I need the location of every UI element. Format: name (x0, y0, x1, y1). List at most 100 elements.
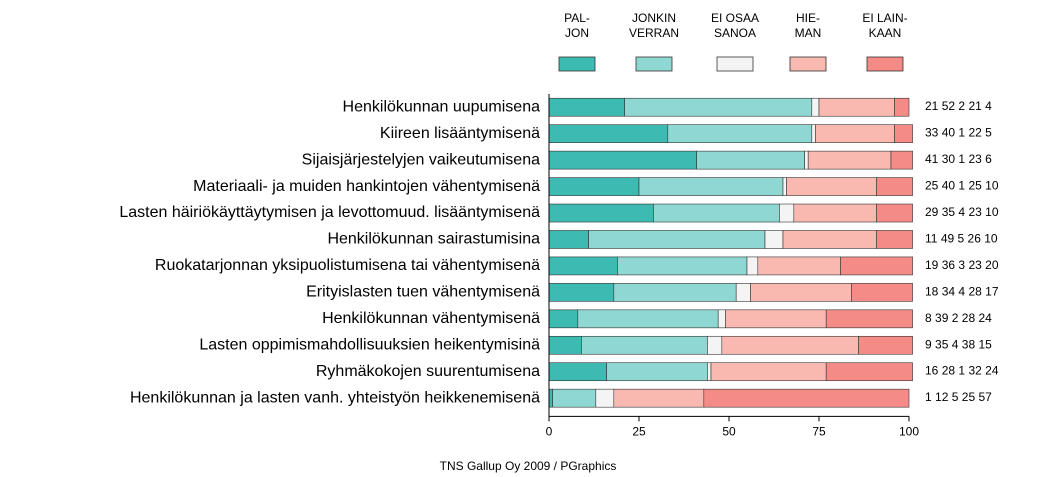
bar-segment (548, 256, 618, 276)
value-label: 25 (962, 390, 976, 404)
bar-segment (894, 124, 913, 143)
bar-segment (548, 150, 697, 170)
value-label: 30 (942, 152, 956, 166)
value-label: 40 (942, 126, 956, 140)
value-label: 1 (958, 126, 965, 140)
value-label: 5 (958, 232, 965, 246)
value-label: 19 (925, 258, 939, 272)
bar-segment (548, 124, 669, 143)
value-labels: 29 35 4 23 10 (925, 205, 999, 219)
value-label: 34 (942, 285, 956, 299)
value-label: 39 (935, 311, 949, 325)
bar-segment (876, 177, 913, 196)
category-label: Henkilökunnan uupumisena (343, 98, 541, 115)
bar-segment (721, 335, 859, 355)
value-label: 21 (968, 99, 982, 113)
value-label: 18 (925, 285, 939, 299)
legend-label: PAL- JON (564, 11, 590, 40)
bar-segment (617, 256, 748, 276)
value-label: 20 (985, 258, 999, 272)
value-label: 15 (978, 337, 992, 351)
bar-segment (613, 388, 705, 408)
bar-segment (613, 283, 737, 302)
value-label: 1 (925, 390, 932, 404)
bar-segment (811, 97, 820, 117)
value-label: 10 (985, 205, 999, 219)
legend-label: HIE- MAN (794, 11, 822, 40)
category-label: Henkilökunnan ja lasten vanh. yhteistyön… (130, 389, 540, 406)
value-label: 1 (958, 179, 965, 193)
value-label: 17 (985, 285, 999, 299)
legend-label: EI OSAA SANOA (710, 11, 760, 40)
value-label: 28 (942, 364, 956, 378)
bar-segment (548, 203, 654, 223)
value-label: 38 (962, 337, 976, 351)
value-label: 41 (925, 152, 939, 166)
bar-segment (890, 150, 913, 170)
bar-segment (624, 97, 813, 117)
value-label: 1 (958, 364, 965, 378)
legend-swatch (866, 56, 904, 72)
bar-segment (764, 230, 784, 249)
bar-segment (548, 177, 640, 196)
value-label: 4 (952, 337, 959, 351)
value-label: 2 (952, 311, 959, 325)
value-label: 24 (978, 311, 992, 325)
bar-segment (779, 203, 795, 223)
value-label: 36 (942, 258, 956, 272)
bar-segment (811, 124, 816, 143)
bar-segment (876, 230, 913, 249)
value-label: 26 (968, 232, 982, 246)
bar-segment (840, 256, 913, 276)
bar-segment (815, 124, 895, 143)
value-label: 16 (925, 364, 939, 378)
bar-segment (548, 309, 579, 329)
bar-segment (757, 256, 841, 276)
value-label: 9 (925, 337, 932, 351)
category-label: Lasten oppimismahdollisuuksien heikentym… (199, 336, 540, 353)
bar-segment (717, 309, 726, 329)
legend-label: EI LAIN- KAAN (862, 11, 908, 40)
bar-segment (667, 124, 813, 143)
category-label: Materiaali- ja muiden hankintojen vähent… (193, 178, 540, 195)
bar-segment (707, 362, 712, 382)
value-label: 35 (935, 337, 949, 351)
bar-segment (818, 97, 895, 117)
value-labels: 1 12 5 25 57 (925, 390, 992, 404)
value-label: 23 (968, 152, 982, 166)
bar-segment (793, 203, 877, 223)
value-label: 25 (968, 179, 982, 193)
value-labels: 9 35 4 38 15 (925, 337, 992, 351)
bar-segment (548, 388, 553, 408)
legend-swatch (635, 56, 673, 72)
value-label: 4 (985, 99, 992, 113)
value-label: 22 (968, 126, 982, 140)
value-label: 40 (942, 179, 956, 193)
bar-segment (548, 230, 589, 249)
value-label: 10 (985, 179, 999, 193)
bar-segment (782, 177, 787, 196)
value-label: 3 (958, 258, 965, 272)
value-label: 6 (985, 152, 992, 166)
bar-segment (804, 150, 809, 170)
bar-segment (595, 388, 615, 408)
value-labels: 25 40 1 25 10 (925, 179, 999, 193)
legend-swatch (716, 56, 754, 72)
bar-segment (725, 309, 827, 329)
value-label: 52 (942, 99, 956, 113)
x-tick-label: 25 (632, 425, 646, 439)
value-labels: 11 49 5 26 10 (925, 232, 998, 246)
value-label: 5 (952, 390, 959, 404)
bar-segment (782, 230, 877, 249)
value-label: 32 (968, 364, 982, 378)
bar-segment (577, 309, 719, 329)
bar-segment (750, 283, 852, 302)
value-label: 28 (962, 311, 976, 325)
legend-swatch (558, 56, 596, 72)
value-labels: 16 28 1 32 24 (925, 364, 999, 378)
value-label: 11 (925, 232, 938, 246)
bar-segment (588, 230, 766, 249)
value-label: 57 (978, 390, 992, 404)
